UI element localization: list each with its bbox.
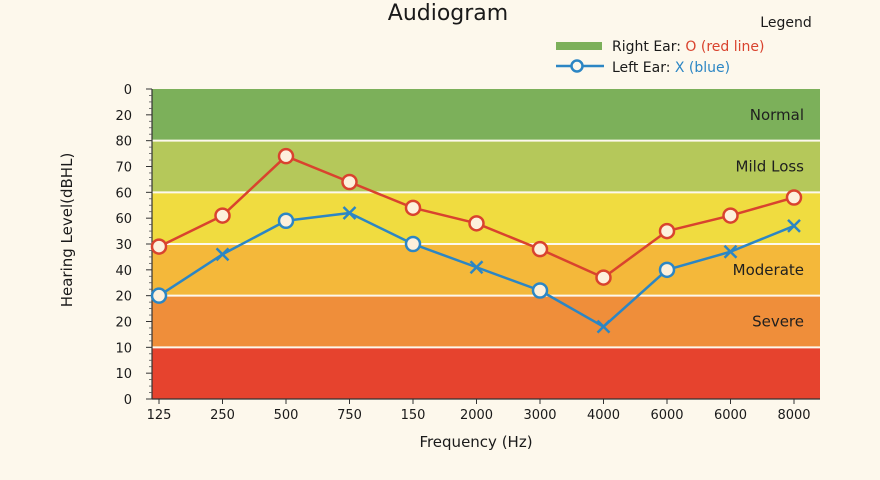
left-ear-point — [277, 212, 295, 229]
x-tick-label: 2000 — [460, 408, 493, 423]
y-tick-label: 20 — [115, 316, 132, 331]
x-tick-label: 6000 — [650, 408, 683, 423]
left-ear-point — [404, 235, 422, 253]
x-tick-label: 150 — [401, 408, 426, 423]
right-ear-point — [277, 147, 295, 165]
legend-label-left-ear: Left Ear: X (blue) — [612, 60, 730, 76]
hearing-bands: Normal Mild Loss Moderate Severe — [152, 89, 820, 399]
left-ear-point — [787, 219, 801, 233]
x-tick-label: 250 — [210, 408, 235, 423]
right-ear-point — [722, 207, 739, 224]
y-tick-label: 20 — [115, 290, 132, 305]
right-ear-point — [658, 222, 676, 240]
y-tick-label: 20 — [115, 109, 132, 124]
band-6 — [152, 347, 820, 399]
left-ear-point — [723, 244, 738, 259]
left-ear-point — [531, 282, 549, 299]
y-tick-label: 60 — [115, 186, 132, 201]
left-ear-point — [342, 206, 357, 220]
band-3 — [152, 192, 820, 244]
chart-title: Audiogram — [388, 1, 508, 26]
legend-title: Legend — [760, 15, 811, 31]
x-tick-label: 6000 — [714, 408, 747, 423]
left-ear-point — [215, 247, 230, 262]
y-tick-label: 40 — [115, 264, 132, 279]
y-tick-label: 10 — [115, 341, 132, 356]
band-2 — [152, 140, 820, 193]
x-tick-label: 3000 — [523, 408, 556, 423]
x-tick-label: 750 — [337, 408, 362, 423]
right-ear-point — [150, 238, 168, 255]
right-ear-point — [214, 207, 231, 224]
band-1 — [152, 89, 820, 141]
y-tick-label: 80 — [115, 135, 132, 150]
right-ear-point — [595, 269, 612, 286]
band-label: Normal — [750, 106, 804, 124]
x-tick-label: 500 — [274, 408, 299, 423]
left-ear-point — [596, 319, 611, 334]
series — [150, 147, 803, 334]
right-ear-point — [468, 215, 485, 232]
band-label: Moderate — [733, 261, 804, 279]
legend-swatch-right-ear — [556, 42, 602, 50]
y-tick-label: 0 — [124, 83, 132, 98]
legend: Legend Right Ear: O (red line) Left Ear:… — [556, 15, 812, 76]
y-tick-label: 60 — [115, 212, 132, 227]
right-ear-point — [785, 189, 803, 206]
x-tick-label: 4000 — [587, 408, 620, 423]
left-ear-point — [150, 287, 168, 304]
left-ear-point — [658, 261, 676, 279]
y-tick-label: 10 — [115, 367, 132, 382]
legend-swatch-left-ear-marker — [570, 59, 584, 73]
right-ear-point — [531, 240, 549, 258]
y-axis-label: Hearing Level(dBHL) — [58, 153, 76, 308]
x-tick-label: 8000 — [777, 408, 810, 423]
band-label: Severe — [752, 313, 804, 331]
band-label: Mild Loss — [736, 158, 805, 176]
x-tick-label: 125 — [147, 408, 172, 423]
y-tick-label: 70 — [115, 161, 132, 176]
right-ear-point — [341, 173, 358, 191]
legend-label-right-ear: Right Ear: O (red line) — [612, 39, 764, 55]
y-tick-label: 0 — [124, 393, 132, 408]
band-5 — [152, 295, 820, 348]
x-axis-label: Frequency (Hz) — [419, 433, 532, 451]
left-ear-point — [469, 260, 484, 275]
y-tick-label: 30 — [115, 238, 132, 253]
right-ear-point — [404, 199, 422, 217]
